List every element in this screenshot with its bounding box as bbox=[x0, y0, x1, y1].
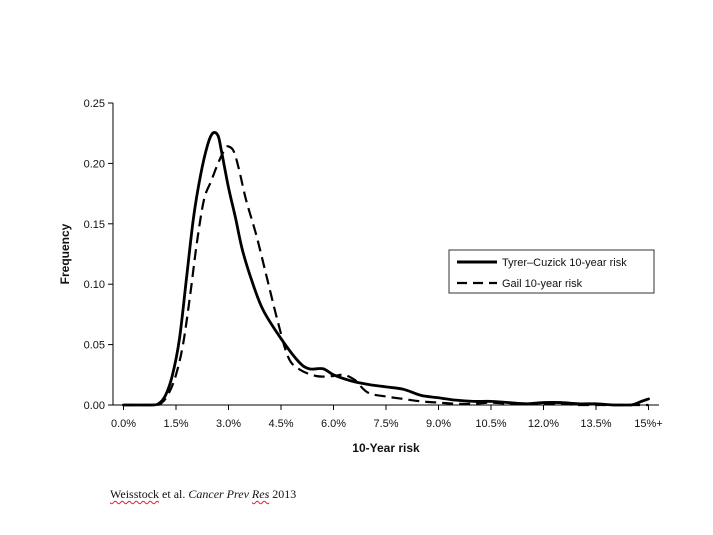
x-tick-label: 13.5% bbox=[580, 418, 611, 430]
citation-authors: Weisstock bbox=[110, 487, 160, 501]
legend: Tyrer–Cuzick 10-year risk Gail 10-year r… bbox=[448, 249, 655, 294]
x-tick-label: 6.0% bbox=[321, 418, 346, 430]
series-line-gail bbox=[123, 145, 649, 407]
legend-label-tyrer-cuzick: Tyrer–Cuzick 10-year risk bbox=[502, 257, 627, 269]
citation-middle: et al. bbox=[159, 487, 189, 501]
x-axis-title: 10-Year risk bbox=[352, 441, 420, 455]
citation-journal: Cancer Prev bbox=[188, 487, 252, 501]
citation: Weisstock et al. Cancer Prev Res 2013 bbox=[110, 487, 296, 502]
x-tick-label: 10.5% bbox=[475, 418, 506, 430]
y-tick-label: 0.15 bbox=[84, 219, 105, 231]
x-tick-label: 15%+ bbox=[634, 418, 662, 430]
legend-box bbox=[448, 249, 655, 294]
y-tick-label: 0.10 bbox=[84, 279, 105, 291]
y-tick-label: 0.00 bbox=[84, 400, 105, 412]
x-tick-label: 7.5% bbox=[373, 418, 398, 430]
legend-label-gail: Gail 10-year risk bbox=[502, 278, 583, 290]
x-tick-label: 3.0% bbox=[216, 418, 241, 430]
axes: 0.00 0.05 0.10 0.15 0.20 0.25 0.0% 1.5% 3.0% 4.5%… bbox=[84, 98, 663, 430]
x-tick-label: 12.0% bbox=[528, 418, 559, 430]
x-tick-label: 9.0% bbox=[426, 418, 451, 430]
x-tick-label: 0.0% bbox=[111, 418, 136, 430]
citation-journal-short: Res bbox=[251, 487, 270, 501]
x-tick-label: 1.5% bbox=[163, 418, 188, 430]
series-layer bbox=[122, 131, 650, 407]
y-axis-title: Frequency bbox=[58, 223, 72, 284]
series-line-tyrer-cuzick bbox=[122, 131, 650, 407]
x-tick-label: 4.5% bbox=[268, 418, 293, 430]
y-tick-label: 0.25 bbox=[84, 98, 105, 110]
citation-year: 2013 bbox=[269, 487, 297, 501]
y-tick-label: 0.20 bbox=[84, 158, 105, 170]
y-tick-label: 0.05 bbox=[84, 340, 105, 352]
